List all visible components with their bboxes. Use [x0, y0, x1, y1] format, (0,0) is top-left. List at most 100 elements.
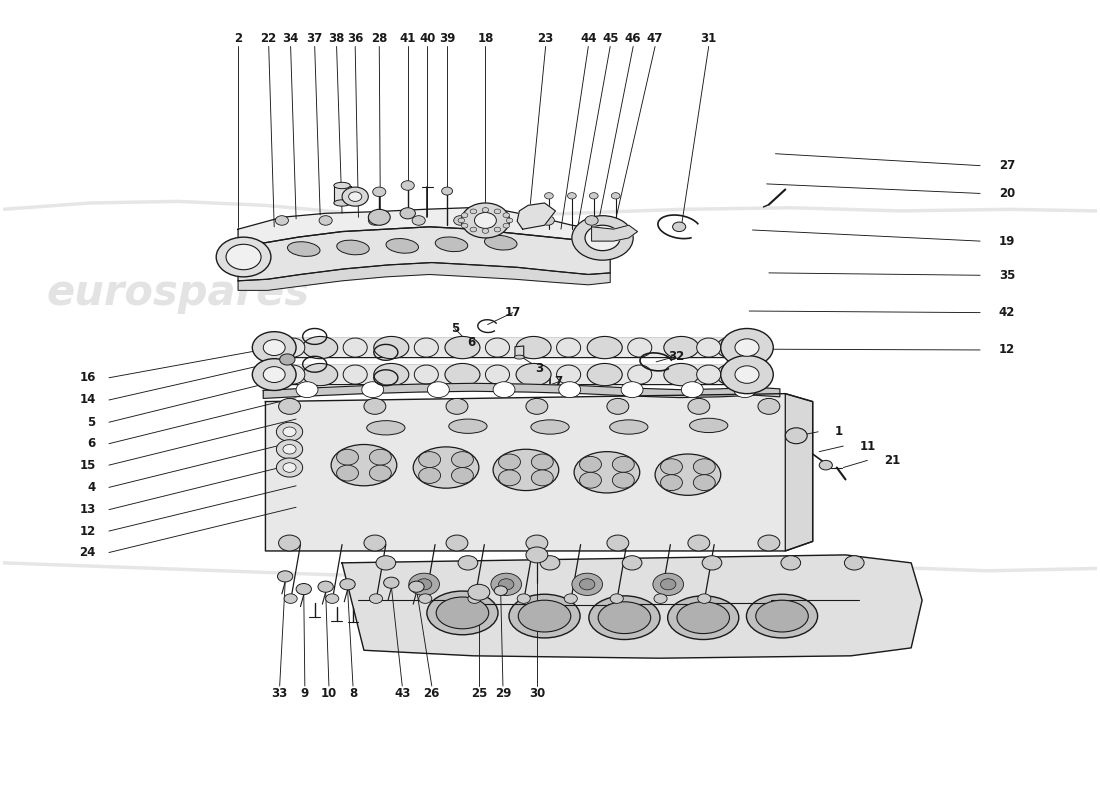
- Circle shape: [373, 187, 386, 197]
- Ellipse shape: [415, 338, 439, 357]
- Text: 33: 33: [272, 687, 288, 701]
- Ellipse shape: [337, 240, 370, 255]
- Text: 12: 12: [79, 525, 96, 538]
- Circle shape: [451, 452, 473, 467]
- FancyBboxPatch shape: [265, 365, 769, 384]
- Ellipse shape: [366, 421, 405, 435]
- Circle shape: [319, 216, 332, 226]
- Text: 5: 5: [88, 416, 96, 429]
- Text: 18: 18: [477, 32, 494, 45]
- Ellipse shape: [676, 602, 729, 634]
- Text: 30: 30: [529, 687, 544, 701]
- Circle shape: [498, 470, 520, 486]
- Circle shape: [376, 556, 396, 570]
- Text: 3: 3: [535, 362, 543, 374]
- Circle shape: [482, 207, 488, 212]
- Text: 46: 46: [625, 32, 641, 45]
- Circle shape: [568, 193, 576, 199]
- Circle shape: [590, 193, 598, 199]
- Circle shape: [468, 594, 481, 603]
- Circle shape: [458, 218, 464, 223]
- Polygon shape: [265, 394, 813, 551]
- Ellipse shape: [663, 363, 698, 386]
- Circle shape: [470, 227, 476, 232]
- Circle shape: [693, 474, 715, 490]
- Circle shape: [370, 594, 383, 603]
- Text: 23: 23: [538, 32, 553, 45]
- Ellipse shape: [493, 450, 559, 490]
- Circle shape: [498, 578, 514, 590]
- Circle shape: [217, 237, 271, 277]
- Circle shape: [540, 556, 560, 570]
- Ellipse shape: [690, 418, 728, 433]
- Circle shape: [441, 187, 452, 195]
- Circle shape: [621, 382, 643, 398]
- Text: 6: 6: [468, 335, 475, 349]
- Text: 41: 41: [399, 32, 416, 45]
- Text: 35: 35: [999, 269, 1015, 282]
- Circle shape: [458, 556, 477, 570]
- Circle shape: [654, 594, 667, 603]
- Ellipse shape: [747, 594, 817, 638]
- Circle shape: [541, 216, 554, 226]
- Ellipse shape: [588, 596, 660, 639]
- Polygon shape: [334, 186, 351, 203]
- Text: 19: 19: [999, 234, 1015, 248]
- Text: 39: 39: [439, 32, 455, 45]
- Polygon shape: [785, 394, 813, 551]
- Polygon shape: [238, 262, 611, 290]
- Text: 31: 31: [701, 32, 717, 45]
- Circle shape: [613, 457, 635, 472]
- Circle shape: [276, 458, 303, 477]
- Circle shape: [607, 535, 629, 551]
- Circle shape: [419, 467, 441, 483]
- Text: 4: 4: [88, 481, 96, 494]
- Text: 2: 2: [234, 32, 242, 45]
- Text: 26: 26: [424, 687, 440, 701]
- Circle shape: [409, 581, 425, 592]
- Ellipse shape: [509, 594, 580, 638]
- Circle shape: [461, 223, 468, 228]
- Polygon shape: [263, 383, 780, 398]
- Circle shape: [364, 535, 386, 551]
- Circle shape: [653, 573, 683, 595]
- Text: 40: 40: [419, 32, 436, 45]
- Ellipse shape: [333, 200, 350, 206]
- Ellipse shape: [331, 445, 397, 486]
- Text: 24: 24: [79, 546, 96, 559]
- Circle shape: [491, 573, 521, 595]
- Circle shape: [564, 594, 578, 603]
- Circle shape: [544, 193, 553, 199]
- Circle shape: [279, 354, 295, 365]
- Ellipse shape: [516, 363, 551, 386]
- Ellipse shape: [628, 338, 652, 357]
- Ellipse shape: [427, 591, 498, 634]
- Ellipse shape: [374, 363, 409, 386]
- Circle shape: [364, 398, 386, 414]
- Ellipse shape: [374, 337, 409, 358]
- Circle shape: [446, 398, 468, 414]
- Circle shape: [734, 382, 756, 398]
- Ellipse shape: [287, 242, 320, 256]
- Text: 34: 34: [283, 32, 299, 45]
- Circle shape: [278, 398, 300, 414]
- Circle shape: [453, 216, 466, 226]
- Circle shape: [468, 584, 490, 600]
- Text: 42: 42: [999, 306, 1015, 319]
- Circle shape: [283, 445, 296, 454]
- Ellipse shape: [485, 338, 509, 357]
- Circle shape: [296, 583, 311, 594]
- Circle shape: [470, 209, 476, 214]
- Circle shape: [482, 229, 488, 234]
- Circle shape: [318, 581, 333, 592]
- Text: 43: 43: [394, 687, 410, 701]
- Circle shape: [276, 422, 303, 442]
- Circle shape: [349, 192, 362, 202]
- Ellipse shape: [444, 363, 480, 386]
- Circle shape: [494, 227, 501, 232]
- Text: eurospares: eurospares: [46, 272, 310, 314]
- Circle shape: [461, 203, 509, 238]
- Text: 8: 8: [349, 687, 358, 701]
- Ellipse shape: [587, 363, 623, 386]
- Circle shape: [384, 577, 399, 588]
